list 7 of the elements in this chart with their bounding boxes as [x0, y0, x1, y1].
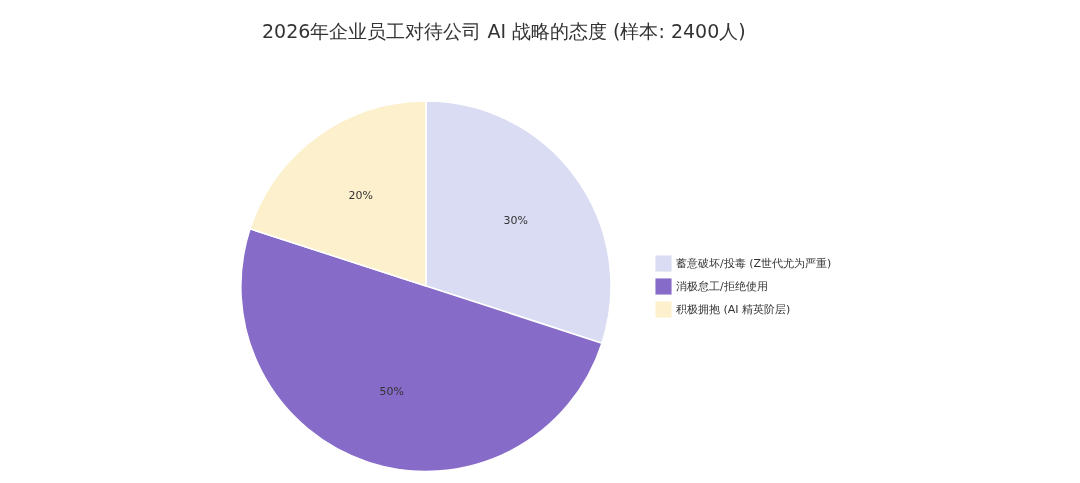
legend-label: 积极拥抱 (AI 精英阶层)	[676, 302, 791, 316]
legend-label: 消极怠工/拒绝使用	[676, 279, 768, 293]
chart-title: 2026年企业员工对待公司 AI 战略的态度 (样本: 2400人)	[262, 20, 746, 42]
legend-label: 蓄意破坏/投毒 (Z世代尤为严重)	[676, 256, 832, 270]
data-label: 20%	[348, 189, 373, 203]
data-label: 50%	[379, 384, 404, 398]
data-label: 30%	[503, 213, 529, 227]
